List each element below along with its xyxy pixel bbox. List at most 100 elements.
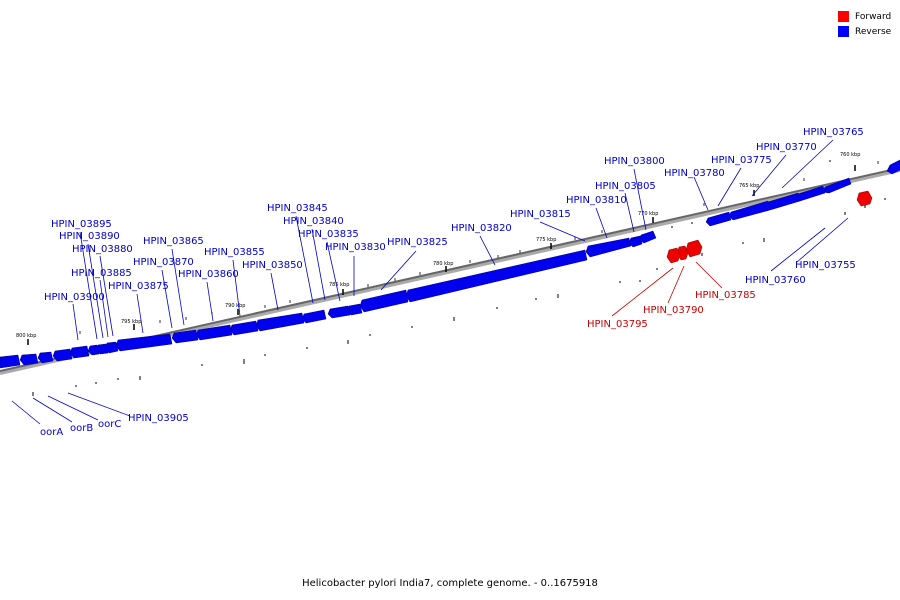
gene-label: HPIN_03805 — [595, 181, 656, 192]
gene-label: HPIN_03755 — [795, 260, 856, 271]
tick-label: 770 kbp — [638, 211, 658, 217]
tick-label: 800 kbp — [16, 333, 36, 339]
scale-tick-labels: 760 kbp 765 kbp 770 kbp 775 kbp 780 kbp … — [16, 152, 860, 339]
gene-oorB[interactable] — [19, 353, 39, 366]
gene-HPIN_03785[interactable] — [685, 239, 703, 258]
gene-label: HPIN_03780 — [664, 168, 725, 179]
gene-HPIN_03780b[interactable] — [705, 211, 732, 227]
gene-label: HPIN_03885 — [71, 268, 132, 279]
gene-label: HPIN_03785 — [695, 290, 756, 301]
gene-label: HPIN_03820 — [451, 223, 512, 234]
leader-line — [311, 228, 326, 301]
gene-label: HPIN_03880 — [72, 244, 133, 255]
leader-line — [380, 250, 417, 291]
gene-HPIN_03795[interactable] — [666, 247, 681, 264]
leader-line — [47, 395, 99, 421]
gene-HPIN_03810[interactable] — [585, 237, 632, 258]
gene-HPIN_03870[interactable] — [115, 333, 173, 352]
leader-line — [171, 248, 185, 326]
gene-label: HPIN_03760 — [745, 275, 806, 286]
tick-label: 760 kbp — [840, 152, 860, 158]
gene-label: HPIN_03810 — [566, 195, 627, 206]
gene-HPIN_03750[interactable] — [856, 190, 873, 207]
tick-label: 795 kbp — [121, 319, 141, 325]
tick-label: 775 kbp — [536, 237, 556, 243]
gene-HPIN_03885[interactable] — [87, 344, 100, 356]
gene-HPIN_03835[interactable] — [327, 305, 351, 319]
leader-line — [99, 279, 109, 338]
gene-label: HPIN_03770 — [756, 142, 817, 153]
leader-line — [539, 221, 586, 242]
leader-line — [326, 241, 341, 302]
gene-HPIN_03845[interactable] — [255, 312, 305, 332]
tick-label: 790 kbp — [225, 303, 245, 309]
legend-item-reverse: Reverse — [838, 24, 891, 39]
gene-label: HPIN_03905 — [128, 413, 189, 424]
leader-line — [770, 227, 826, 272]
gene-label: HPIN_03775 — [711, 155, 772, 166]
gene-label: HPIN_03890 — [59, 231, 120, 242]
gene-HPIN_03895[interactable] — [69, 345, 90, 359]
gene-label: oorB — [70, 423, 93, 434]
gene-HPIN_03860[interactable] — [171, 329, 199, 344]
gene-label: HPIN_03800 — [604, 156, 665, 167]
leader-line — [796, 217, 849, 263]
gene-oorC[interactable] — [0, 354, 21, 369]
leader-line — [624, 192, 635, 233]
gene-label: HPIN_03870 — [133, 257, 194, 268]
leader-line — [479, 235, 496, 266]
gene-label: HPIN_03815 — [510, 209, 571, 220]
gene-edge[interactable] — [886, 159, 900, 175]
scale-major-ticks — [27, 165, 856, 345]
minor-marks — [32, 160, 886, 396]
genome-caption: Helicobacter pylori India7, complete gen… — [302, 578, 598, 589]
leader-line — [270, 272, 279, 311]
gene-label: HPIN_03845 — [267, 203, 328, 214]
gene-label: HPIN_03855 — [204, 247, 265, 258]
tick-label: 765 kbp — [739, 183, 759, 189]
leader-line — [693, 176, 709, 211]
forward-leader-lines — [611, 261, 723, 317]
gene-label: HPIN_03850 — [242, 260, 303, 271]
leader-line — [87, 243, 104, 339]
tick-label: 785 kbp — [329, 282, 349, 288]
leader-line — [751, 154, 787, 197]
gene-HPIN_03850[interactable] — [229, 320, 259, 336]
reverse-swatch — [838, 26, 849, 37]
leader-line — [99, 255, 114, 337]
leader-line — [79, 231, 98, 340]
leader-line — [232, 259, 241, 317]
strand-legend: Forward Reverse — [838, 9, 891, 39]
gene-label: HPIN_03765 — [803, 127, 864, 138]
gene-label: HPIN_03865 — [143, 236, 204, 247]
leader-line — [611, 267, 674, 317]
forward-swatch — [838, 11, 849, 22]
leader-line — [11, 400, 41, 425]
leader-line — [295, 215, 314, 304]
leader-line — [136, 293, 144, 334]
gene-label: HPIN_03840 — [283, 216, 344, 227]
gene-label: HPIN_03900 — [44, 292, 105, 303]
gene-HPIN_03840[interactable] — [301, 309, 327, 324]
legend-reverse-label: Reverse — [855, 26, 892, 37]
gene-label: HPIN_03875 — [108, 281, 169, 292]
gene-HPIN_03900[interactable] — [52, 348, 73, 362]
gene-label: HPIN_03790 — [643, 305, 704, 316]
leader-line — [161, 269, 173, 329]
tick-label: 780 kbp — [433, 261, 453, 267]
leader-line — [695, 261, 723, 289]
leader-line — [633, 168, 647, 231]
reverse-gene-labels: HPIN_03765 HPIN_03770 HPIN_03775 HPIN_03… — [40, 127, 864, 438]
legend-item-forward: Forward — [838, 9, 891, 24]
reverse-strand-genes — [0, 159, 900, 369]
leader-line — [667, 265, 685, 304]
leader-line — [781, 139, 834, 189]
gene-HPIN_03825[interactable] — [359, 289, 409, 313]
gene-oorA[interactable] — [37, 351, 54, 364]
gene-label: HPIN_03825 — [387, 237, 448, 248]
forward-gene-labels: HPIN_03785 HPIN_03790 HPIN_03795 — [587, 290, 756, 330]
legend-forward-label: Forward — [855, 11, 892, 22]
leader-line — [67, 392, 131, 417]
